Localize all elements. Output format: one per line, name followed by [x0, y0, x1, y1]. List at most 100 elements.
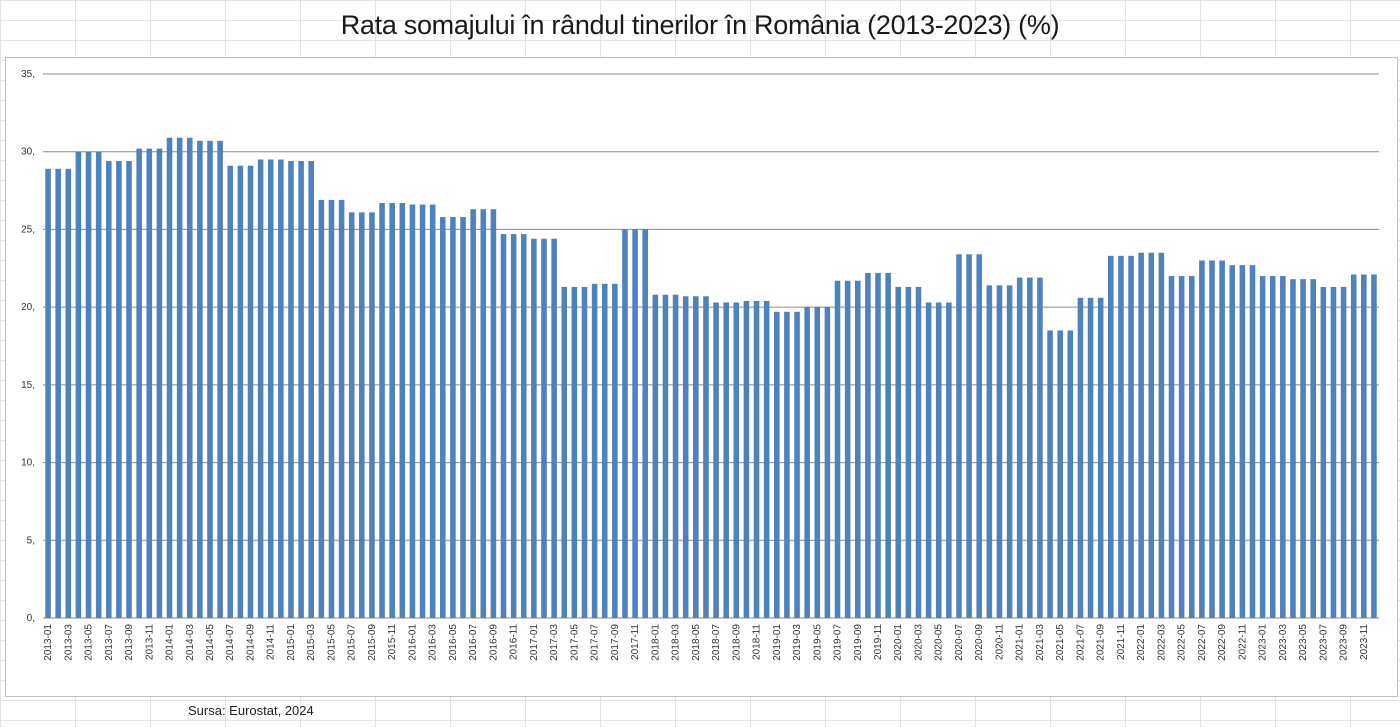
y-tick-label: 10, [21, 458, 35, 469]
bar [1259, 276, 1266, 618]
bar [723, 302, 729, 618]
bar [1148, 252, 1155, 619]
bar [743, 300, 750, 618]
x-tick-label: 2022-11 [1237, 624, 1248, 660]
bar [510, 234, 517, 618]
x-tick-label: 2014-03 [185, 624, 196, 661]
x-tick-label: 2020-03 [913, 624, 924, 661]
bar [905, 286, 912, 618]
bar [895, 286, 902, 618]
bar [1006, 285, 1013, 618]
x-tick-label: 2023-01 [1258, 624, 1269, 661]
bar [369, 212, 375, 618]
bar [45, 168, 51, 618]
bar [1118, 255, 1124, 618]
bar [652, 294, 659, 618]
bar [207, 140, 213, 618]
bar [348, 212, 355, 618]
x-tick-label: 2019-07 [833, 624, 844, 661]
bar [1178, 276, 1185, 618]
x-tick-label: 2014-05 [205, 624, 216, 661]
bar [601, 283, 608, 618]
x-tick-label: 2015-11 [387, 624, 398, 660]
bar [1340, 286, 1347, 618]
x-tick-label: 2020-07 [954, 624, 965, 661]
x-tick-label: 2017-05 [569, 624, 580, 661]
bar [1320, 286, 1327, 618]
bar [693, 296, 699, 618]
x-tick-label: 2020-11 [994, 624, 1005, 660]
bar [612, 283, 618, 618]
x-tick-label: 2019-05 [812, 624, 823, 661]
bar [318, 199, 325, 618]
bar [85, 151, 92, 618]
bar [1280, 276, 1286, 618]
bar [1350, 274, 1357, 618]
bar [591, 283, 598, 618]
bar [440, 216, 446, 619]
bar [116, 161, 122, 618]
x-tick-label: 2013-03 [63, 624, 74, 661]
bar [551, 238, 557, 618]
bar [338, 199, 345, 618]
bar [126, 161, 132, 618]
bar [561, 286, 568, 618]
x-tick-label: 2021-09 [1096, 624, 1107, 661]
bar [257, 159, 264, 618]
bar-chart: 0,5,10,15,20,25,30,35, 2013-01 2013-03 201… [21, 69, 1379, 661]
bar [379, 203, 385, 618]
bar [946, 302, 952, 618]
bar [399, 203, 406, 618]
x-tick-label: 2022-09 [1217, 624, 1228, 661]
bar [541, 238, 547, 618]
bar [682, 296, 689, 618]
bar [298, 161, 304, 618]
bar [865, 272, 871, 618]
bar [1057, 330, 1063, 618]
x-tick-label: 2016-05 [448, 624, 459, 661]
x-tick-label: 2021-07 [1075, 624, 1086, 661]
bar [389, 203, 395, 618]
x-tick-label: 2016-09 [488, 624, 499, 661]
bar [1330, 286, 1337, 618]
bar [784, 311, 790, 618]
bar [65, 168, 72, 618]
bar [166, 137, 173, 618]
x-tick-label: 2016-07 [468, 624, 479, 661]
x-axis-ticks: 2013-01 2013-03 2013-05 2013-07 2013-09 2013-… [43, 624, 1370, 661]
y-axis-ticks: 0, 5, 10, 15, 20, 25, 30, 35, [21, 69, 35, 624]
bar [996, 285, 1003, 618]
y-tick-label: 25, [21, 224, 35, 235]
x-tick-label: 2015-07 [347, 624, 358, 661]
bar [854, 280, 861, 618]
bar [1138, 252, 1144, 619]
bar [966, 254, 972, 619]
bar [1249, 265, 1256, 618]
x-tick-label: 2018-03 [671, 624, 682, 661]
bar [1209, 260, 1215, 618]
bar [885, 272, 891, 618]
bar [1047, 330, 1053, 618]
x-tick-label: 2023-05 [1298, 624, 1309, 661]
x-tick-label: 2020-01 [893, 624, 904, 661]
bar [824, 307, 831, 618]
bar [571, 286, 578, 618]
x-tick-label: 2020-05 [934, 624, 945, 661]
bar [834, 280, 841, 618]
x-tick-label: 2021-05 [1055, 624, 1066, 661]
bar [531, 238, 537, 618]
bar [217, 140, 223, 618]
x-tick-label: 2016-03 [428, 624, 439, 661]
bar [136, 148, 142, 619]
x-tick-label: 2013-05 [84, 624, 95, 661]
x-tick-label: 2017-09 [610, 624, 621, 661]
x-tick-label: 2015-03 [306, 624, 317, 661]
bar [1371, 274, 1377, 618]
x-tick-label: 2017-11 [630, 624, 641, 660]
bar [359, 212, 365, 618]
bar [875, 272, 881, 618]
x-tick-label: 2019-03 [792, 624, 803, 661]
bars [45, 137, 1377, 619]
bar [703, 296, 709, 618]
bar [1037, 277, 1043, 618]
